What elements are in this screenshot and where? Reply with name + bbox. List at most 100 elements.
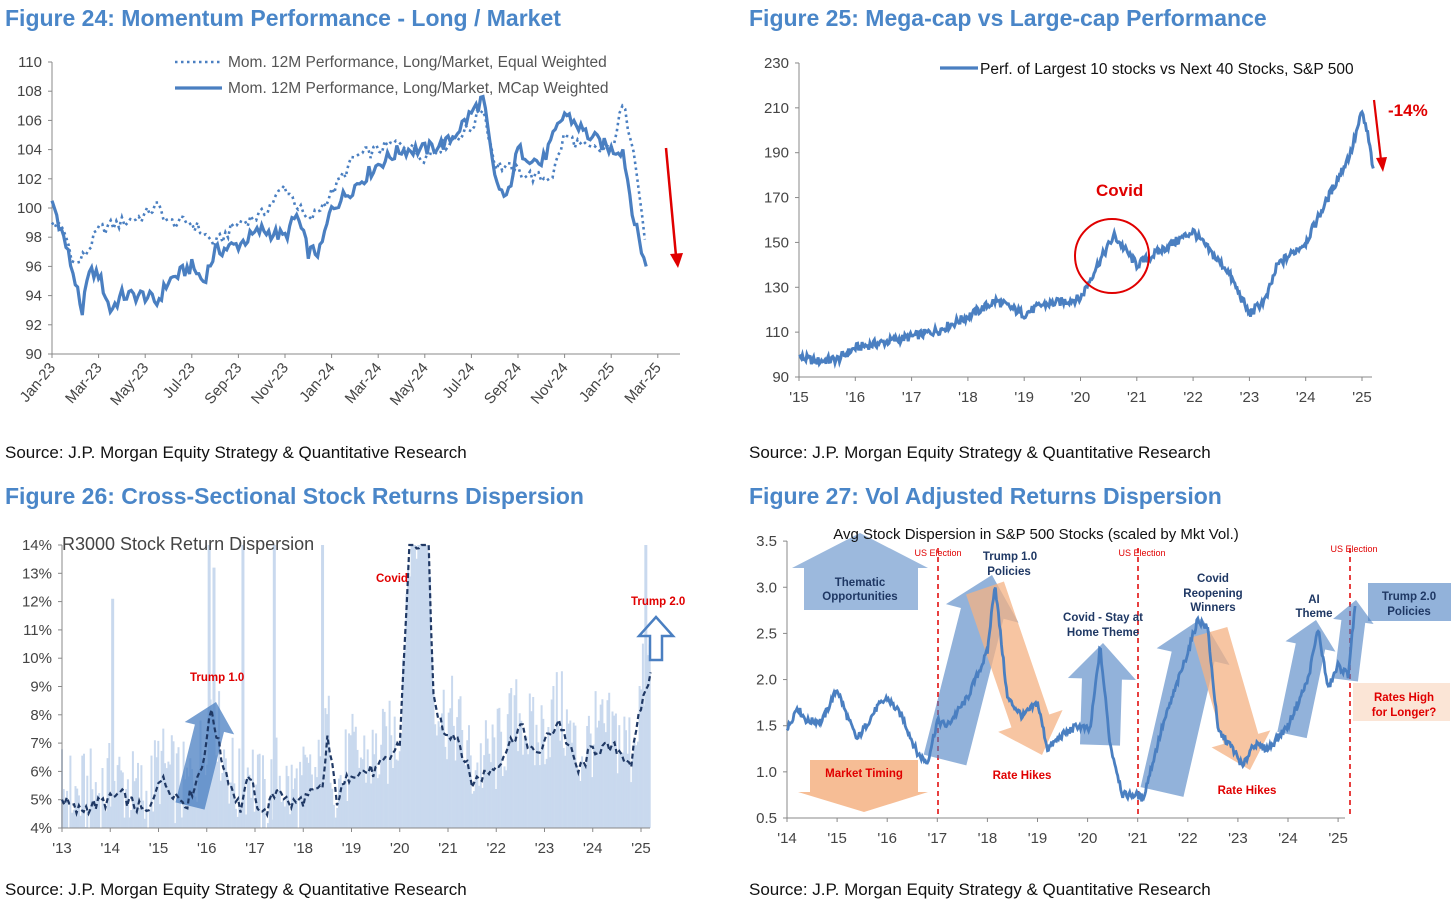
x-tick-label: '21	[1127, 389, 1147, 406]
y-tick-label: 96	[25, 258, 42, 275]
x-tick-label: '17	[902, 389, 922, 406]
x-tick-label: Jul-24	[439, 360, 478, 402]
y-tick-label: 9%	[30, 679, 52, 696]
x-tick-label: '22	[1178, 830, 1198, 847]
annotation-covid2: Home Theme	[1067, 627, 1139, 639]
x-tick-label: '25	[1328, 830, 1348, 847]
y-tick-label: 108	[17, 83, 42, 100]
annotation-reopen3: Winners	[1190, 602, 1235, 614]
red-down-arrow-head	[670, 253, 683, 268]
y-tick-label: 90	[772, 369, 789, 386]
annotation-ai1: AI	[1308, 594, 1320, 606]
y-tick-label: 2.5	[756, 625, 777, 642]
y-tick-label: 3.0	[756, 579, 777, 596]
annotation-election2: US Election	[1118, 548, 1165, 558]
x-tick-label: '17	[928, 830, 948, 847]
y-tick-label: 12%	[22, 594, 52, 611]
annotation-timing: Market Timing	[825, 768, 903, 780]
annotation-trump1a: Trump 1.0	[983, 551, 1037, 563]
x-tick-label: '17	[245, 840, 265, 857]
y-tick-label: 90	[25, 346, 42, 363]
x-tick-label: '14	[777, 830, 797, 847]
change-label: -14%	[1388, 101, 1428, 120]
x-tick-label: '23	[535, 840, 555, 857]
x-tick-label: '19	[342, 840, 362, 857]
y-tick-label: 104	[17, 142, 42, 159]
x-tick-label: Jan-23	[17, 360, 60, 406]
x-tick-label: '24	[1278, 830, 1298, 847]
x-tick-label: '15	[827, 830, 847, 847]
x-tick-label: '22	[1183, 389, 1203, 406]
x-tick-label: '16	[846, 389, 866, 406]
covid-stay-home-arrow	[1067, 643, 1136, 746]
x-tick-label: '21	[1128, 830, 1148, 847]
chart-subtitle: R3000 Stock Return Dispersion	[62, 534, 314, 554]
figure-24-title: Figure 24: Momentum Performance - Long /…	[5, 5, 561, 31]
legend-label-mcap: Mom. 12M Performance, Long/Market, MCap …	[228, 80, 608, 97]
y-tick-label: 2.0	[756, 672, 777, 689]
y-tick-label: 6%	[30, 763, 52, 780]
y-tick-label: 7%	[30, 735, 52, 752]
y-tick-label: 0.5	[756, 810, 777, 827]
covid-circle	[1074, 218, 1150, 294]
trump2-outline-arrow	[636, 615, 676, 662]
red-down-arrow-shaft	[1372, 99, 1383, 161]
covid-label: Covid	[1096, 181, 1143, 200]
x-tick-label: '24	[583, 840, 603, 857]
y-tick-label: 94	[25, 288, 42, 305]
y-tick-label: 8%	[30, 707, 52, 724]
y-tick-label: 106	[17, 112, 42, 129]
annotation-reopen2: Reopening	[1183, 588, 1242, 600]
x-tick-label: '18	[958, 389, 978, 406]
y-tick-label: 1.0	[756, 764, 777, 781]
annotation-covid1: Covid - Stay at	[1063, 612, 1143, 624]
annotation-election1: US Election	[914, 548, 961, 558]
trump2-box	[1368, 583, 1451, 621]
x-tick-label: '23	[1228, 830, 1248, 847]
covid-label: Covid	[376, 573, 408, 585]
y-tick-label: 100	[17, 200, 42, 217]
y-tick-label: 102	[17, 171, 42, 188]
annotation-ai2: Theme	[1295, 608, 1332, 620]
x-tick-label: Sep-23	[201, 360, 245, 408]
x-tick-label: '16	[877, 830, 897, 847]
figure-27-title: Figure 27: Vol Adjusted Returns Dispersi…	[749, 483, 1222, 509]
figure-27-source: Source: J.P. Morgan Equity Strategy & Qu…	[749, 880, 1211, 899]
y-tick-label: 5%	[30, 792, 52, 809]
y-tick-label: 10%	[22, 650, 52, 667]
annotation-election3: US Election	[1330, 544, 1377, 554]
x-tick-label: '16	[197, 840, 217, 857]
market-timing-down-arrow	[798, 760, 928, 812]
dispersion-series-line	[785, 587, 1357, 803]
x-tick-label: '20	[390, 840, 410, 857]
x-tick-label: '18	[978, 830, 998, 847]
x-tick-label: '20	[1078, 830, 1098, 847]
y-tick-label: 92	[25, 317, 42, 334]
x-tick-label: Mar-25	[621, 360, 665, 407]
mcap-weighted-series-line	[50, 94, 648, 317]
x-tick-label: '20	[1071, 389, 1091, 406]
x-tick-label: Nov-24	[528, 360, 572, 408]
x-tick-label: '19	[1014, 389, 1034, 406]
figure-26-title: Figure 26: Cross-Sectional Stock Returns…	[5, 483, 584, 509]
red-down-arrow-head	[1376, 157, 1387, 172]
megacap-series-line	[798, 109, 1375, 370]
figure-26-source: Source: J.P. Morgan Equity Strategy & Qu…	[5, 880, 467, 899]
x-tick-label: '15	[789, 389, 809, 406]
x-tick-label: '25	[631, 840, 651, 857]
annotation-thematic1: Thematic	[835, 577, 886, 589]
x-tick-label: Nov-23	[248, 360, 292, 408]
annotation-hikes1: Rate Hikes	[993, 770, 1052, 782]
y-tick-label: 3.5	[756, 533, 777, 550]
x-tick-label: '15	[149, 840, 169, 857]
y-tick-label: 230	[764, 55, 789, 72]
y-tick-label: 14%	[22, 537, 52, 554]
x-tick-label: Mar-24	[342, 360, 386, 407]
annotation-trump1b: Policies	[987, 566, 1030, 578]
rolling-dispersion-line	[61, 543, 652, 819]
x-tick-label: '24	[1296, 389, 1316, 406]
annotation-hikes2: Rate Hikes	[1218, 785, 1277, 797]
red-down-arrow-shaft	[664, 147, 678, 257]
x-tick-label: '23	[1240, 389, 1260, 406]
